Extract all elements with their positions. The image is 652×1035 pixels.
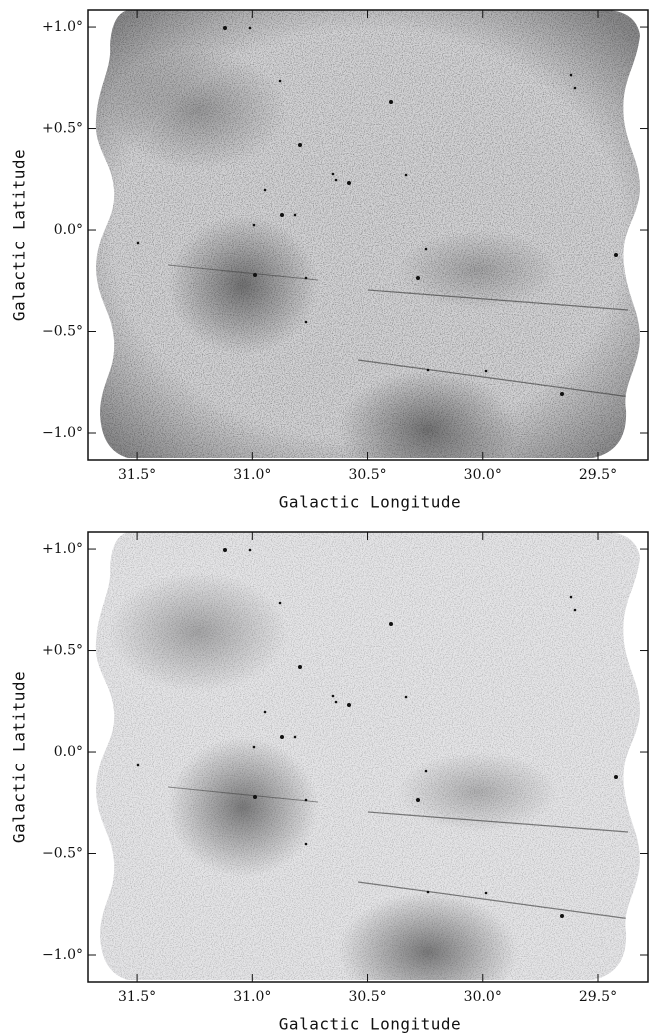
point-source xyxy=(304,842,308,846)
point-source xyxy=(331,172,335,176)
dark-region xyxy=(108,572,288,692)
point-source xyxy=(248,548,252,552)
point-source xyxy=(263,188,267,192)
point-source xyxy=(573,608,577,612)
point-source xyxy=(280,213,284,217)
point-source xyxy=(404,695,408,699)
y-tick-label: +0.5° xyxy=(42,643,83,659)
x-tick-label: 31.5° xyxy=(118,467,156,483)
point-source xyxy=(304,798,308,802)
point-source xyxy=(347,703,351,707)
point-source xyxy=(298,143,302,147)
point-source xyxy=(569,73,573,77)
point-source xyxy=(304,276,308,280)
streak xyxy=(167,264,319,281)
point-source xyxy=(426,368,430,372)
point-source xyxy=(223,548,227,552)
streak xyxy=(357,359,639,399)
point-source xyxy=(614,775,618,779)
dark-region xyxy=(168,737,318,877)
x-tick-label: 30.0° xyxy=(464,989,502,1005)
point-source xyxy=(136,241,140,245)
point-source xyxy=(614,253,618,257)
dark-region xyxy=(108,50,288,170)
point-source xyxy=(263,710,267,714)
point-source xyxy=(424,769,428,773)
sky-image xyxy=(95,532,641,980)
streak xyxy=(367,811,629,833)
point-source xyxy=(253,795,257,799)
point-source xyxy=(293,213,297,217)
x-tick-label: 29.5° xyxy=(579,989,617,1005)
y-tick-label: −0.5° xyxy=(42,846,83,862)
x-axis-label: Galactic Longitude xyxy=(279,493,461,512)
y-tick-label: −1.0° xyxy=(42,425,83,441)
dark-region xyxy=(398,230,558,310)
x-tick-label: 31.0° xyxy=(233,989,271,1005)
panel: 31.5° 31.0° 30.5° 30.0° 29.5° +1.0° +0.5° 0.0° −… xyxy=(10,531,649,1034)
point-source xyxy=(426,890,430,894)
point-source xyxy=(416,798,420,802)
point-source xyxy=(298,665,302,669)
x-tick-label: 30.0° xyxy=(464,467,502,483)
point-source xyxy=(416,276,420,280)
x-tick-label: 30.5° xyxy=(348,989,386,1005)
point-source xyxy=(334,178,338,182)
y-axis-label: Galactic Latitude xyxy=(10,149,29,321)
point-source xyxy=(304,320,308,324)
x-tick-label: 29.5° xyxy=(579,467,617,483)
x-axis-label: Galactic Longitude xyxy=(279,1015,461,1034)
point-source xyxy=(404,173,408,177)
point-source xyxy=(293,735,297,739)
streak xyxy=(367,289,629,311)
point-source xyxy=(560,914,564,918)
point-source xyxy=(573,86,577,90)
point-source xyxy=(569,595,573,599)
y-tick-label: 0.0° xyxy=(54,222,83,238)
point-source xyxy=(253,273,257,277)
point-source xyxy=(347,181,351,185)
point-source xyxy=(252,223,256,227)
point-source xyxy=(334,700,338,704)
streak xyxy=(167,786,319,803)
point-source xyxy=(389,100,393,104)
point-source xyxy=(252,745,256,749)
dark-region xyxy=(338,370,518,458)
point-source xyxy=(223,26,227,30)
y-tick-label: −0.5° xyxy=(42,324,83,340)
x-tick-label: 31.5° xyxy=(118,989,156,1005)
y-tick-label: −1.0° xyxy=(42,947,83,963)
point-source xyxy=(484,891,488,895)
y-axis-label: Galactic Latitude xyxy=(10,671,29,843)
point-source xyxy=(248,26,252,30)
point-source xyxy=(278,79,282,83)
point-source xyxy=(331,694,335,698)
sky-image xyxy=(95,10,641,458)
point-source xyxy=(280,735,284,739)
x-tick-label: 31.0° xyxy=(233,467,271,483)
point-source xyxy=(278,601,282,605)
streak xyxy=(357,881,639,921)
point-source xyxy=(424,247,428,251)
y-tick-label: +1.0° xyxy=(42,19,83,35)
x-tick-label: 30.5° xyxy=(348,467,386,483)
point-source xyxy=(136,763,140,767)
dark-region xyxy=(338,892,518,980)
point-source xyxy=(560,392,564,396)
y-tick-label: +0.5° xyxy=(42,121,83,137)
y-tick-label: +1.0° xyxy=(42,541,83,557)
panel: 31.5° 31.0° 30.5° 30.0° 29.5° +1.0° +0.5° 0.0° −… xyxy=(10,9,649,512)
dark-region xyxy=(168,215,318,355)
point-source xyxy=(389,622,393,626)
dark-region xyxy=(398,752,558,832)
point-source xyxy=(484,369,488,373)
y-tick-label: 0.0° xyxy=(54,744,83,760)
